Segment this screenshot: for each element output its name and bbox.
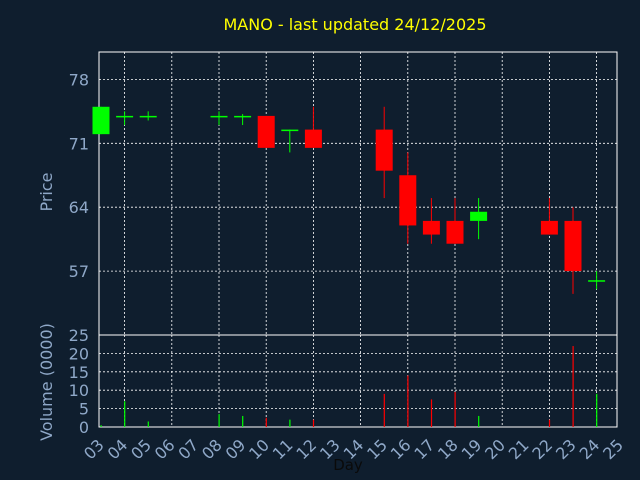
volume-bar (100, 425, 102, 427)
candle-body (92, 106, 110, 135)
price-tick-label: 71 (69, 134, 89, 153)
volume-tick-label: 0 (79, 418, 89, 437)
volume-bar-series (100, 346, 598, 427)
volume-tick-label: 10 (69, 381, 89, 400)
candle-body (399, 175, 417, 226)
volume-axis-label: Volume (0000) (37, 323, 56, 441)
candle-body (210, 115, 228, 118)
volume-bar (454, 392, 456, 427)
candlestick-series (92, 106, 606, 294)
volume-bar (572, 346, 574, 427)
candle-body (304, 129, 322, 148)
volume-bar (242, 415, 244, 427)
volume-bar (383, 393, 385, 427)
volume-bar (265, 417, 267, 427)
x-axis-label: Day (333, 456, 363, 474)
price-axis-label: Price (37, 172, 56, 211)
volume-panel-frame (98, 334, 618, 428)
price-tick-label: 57 (69, 262, 89, 281)
volume-bar (218, 414, 220, 427)
volume-bar (407, 375, 409, 427)
candle-body (470, 211, 488, 221)
volume-bar (312, 419, 315, 427)
volume-tick-label: 5 (79, 400, 89, 419)
price-tick-label: 78 (69, 70, 89, 89)
price-y-axis: 57 64 71 78 (69, 70, 89, 281)
candle-body (588, 280, 606, 282)
volume-bar (289, 419, 291, 427)
volume-bar (478, 415, 480, 427)
candle-body (139, 115, 157, 118)
candle-body (422, 220, 440, 235)
candle-body (281, 129, 299, 132)
volume-bar (430, 399, 433, 427)
volume-tick-label: 25 (69, 326, 89, 345)
price-tick-label: 64 (69, 198, 89, 217)
candle-body (446, 220, 464, 244)
candle-body (257, 115, 275, 148)
volume-bar (124, 401, 126, 427)
volume-bar (596, 393, 598, 427)
volume-tick-label: 15 (69, 363, 89, 382)
candle-body (540, 220, 558, 235)
candle-body (564, 220, 582, 272)
candle-body (234, 115, 252, 118)
candle-body (116, 115, 134, 118)
chart-title: MANO - last updated 24/12/2025 (223, 15, 486, 34)
volume-tick-label: 20 (69, 344, 89, 363)
volume-bar (147, 421, 149, 427)
volume-bar (548, 419, 551, 427)
candle-body (375, 129, 393, 171)
